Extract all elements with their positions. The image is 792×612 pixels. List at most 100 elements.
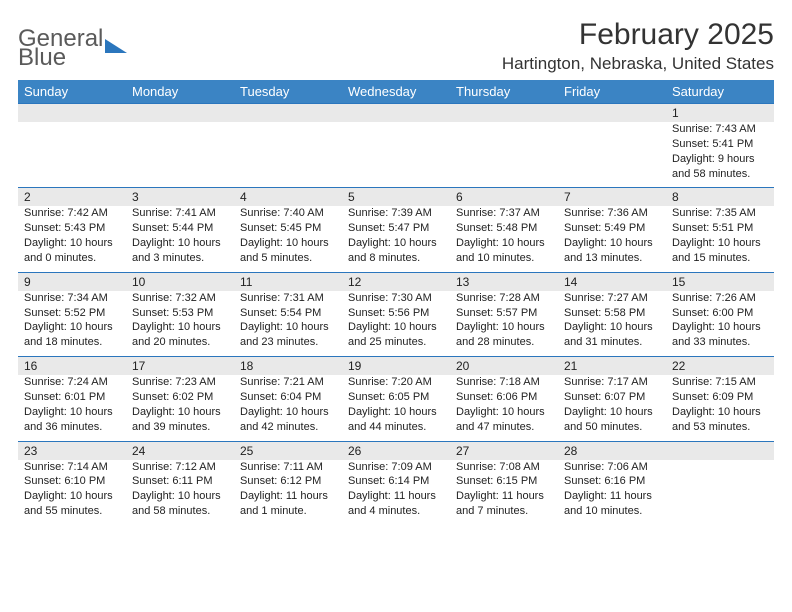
date-cell: 15 (666, 273, 774, 291)
day-content (558, 122, 666, 187)
sunset-text: Sunset: 5:54 PM (240, 306, 336, 321)
sunset-text: Sunset: 6:11 PM (132, 474, 228, 489)
date-cell: 20 (450, 357, 558, 375)
sunrise-text: Sunrise: 7:26 AM (672, 291, 768, 306)
content-row: Sunrise: 7:43 AMSunset: 5:41 PMDaylight:… (18, 122, 774, 187)
daylight-text: Daylight: 9 hours and 58 minutes. (672, 152, 768, 182)
date-cell: 24 (126, 442, 234, 460)
date-cell (126, 104, 234, 122)
daylight-text: Daylight: 11 hours and 10 minutes. (564, 489, 660, 519)
daylight-text: Daylight: 10 hours and 53 minutes. (672, 405, 768, 435)
sunrise-text: Sunrise: 7:23 AM (132, 375, 228, 390)
sunrise-text: Sunrise: 7:39 AM (348, 206, 444, 221)
sunset-text: Sunset: 6:04 PM (240, 390, 336, 405)
date-row: 1 (18, 104, 774, 122)
sunset-text: Sunset: 6:14 PM (348, 474, 444, 489)
day-content (342, 122, 450, 187)
day-content: Sunrise: 7:06 AMSunset: 6:16 PMDaylight:… (558, 460, 666, 525)
sunset-text: Sunset: 5:52 PM (24, 306, 120, 321)
daylight-text: Daylight: 10 hours and 23 minutes. (240, 320, 336, 350)
day-content: Sunrise: 7:39 AMSunset: 5:47 PMDaylight:… (342, 206, 450, 271)
daylight-text: Daylight: 10 hours and 42 minutes. (240, 405, 336, 435)
date-cell: 27 (450, 442, 558, 460)
sunset-text: Sunset: 5:56 PM (348, 306, 444, 321)
date-cell (234, 104, 342, 122)
day-content: Sunrise: 7:35 AMSunset: 5:51 PMDaylight:… (666, 206, 774, 271)
daylight-text: Daylight: 11 hours and 7 minutes. (456, 489, 552, 519)
day-content: Sunrise: 7:15 AMSunset: 6:09 PMDaylight:… (666, 375, 774, 440)
sunrise-text: Sunrise: 7:21 AM (240, 375, 336, 390)
logo: General Blue (18, 18, 127, 70)
sunrise-text: Sunrise: 7:06 AM (564, 460, 660, 475)
day-content (666, 460, 774, 525)
sunset-text: Sunset: 6:06 PM (456, 390, 552, 405)
date-cell: 3 (126, 188, 234, 206)
sunset-text: Sunset: 6:12 PM (240, 474, 336, 489)
content-row: Sunrise: 7:24 AMSunset: 6:01 PMDaylight:… (18, 375, 774, 440)
weekday-header-row: Sunday Monday Tuesday Wednesday Thursday… (18, 80, 774, 103)
calendar-grid: Sunday Monday Tuesday Wednesday Thursday… (18, 80, 774, 525)
sunrise-text: Sunrise: 7:14 AM (24, 460, 120, 475)
date-cell: 1 (666, 104, 774, 122)
date-cell: 13 (450, 273, 558, 291)
content-row: Sunrise: 7:42 AMSunset: 5:43 PMDaylight:… (18, 206, 774, 271)
sunset-text: Sunset: 5:47 PM (348, 221, 444, 236)
sunrise-text: Sunrise: 7:15 AM (672, 375, 768, 390)
date-cell (342, 104, 450, 122)
sunset-text: Sunset: 6:01 PM (24, 390, 120, 405)
date-cell: 28 (558, 442, 666, 460)
sunset-text: Sunset: 5:44 PM (132, 221, 228, 236)
sunset-text: Sunset: 6:16 PM (564, 474, 660, 489)
sunrise-text: Sunrise: 7:42 AM (24, 206, 120, 221)
day-content (234, 122, 342, 187)
date-cell: 2 (18, 188, 126, 206)
day-content (450, 122, 558, 187)
weekday-mon: Monday (126, 80, 234, 103)
day-content: Sunrise: 7:09 AMSunset: 6:14 PMDaylight:… (342, 460, 450, 525)
date-cell: 4 (234, 188, 342, 206)
logo-text-block: General Blue (18, 28, 103, 70)
day-content: Sunrise: 7:17 AMSunset: 6:07 PMDaylight:… (558, 375, 666, 440)
day-content: Sunrise: 7:37 AMSunset: 5:48 PMDaylight:… (450, 206, 558, 271)
sunset-text: Sunset: 5:58 PM (564, 306, 660, 321)
daylight-text: Daylight: 11 hours and 1 minute. (240, 489, 336, 519)
date-cell: 5 (342, 188, 450, 206)
sunrise-text: Sunrise: 7:41 AM (132, 206, 228, 221)
sunset-text: Sunset: 6:07 PM (564, 390, 660, 405)
content-row: Sunrise: 7:14 AMSunset: 6:10 PMDaylight:… (18, 460, 774, 525)
date-row: 232425262728 (18, 442, 774, 460)
daylight-text: Daylight: 10 hours and 15 minutes. (672, 236, 768, 266)
daylight-text: Daylight: 10 hours and 13 minutes. (564, 236, 660, 266)
date-row: 2345678 (18, 188, 774, 206)
day-content: Sunrise: 7:36 AMSunset: 5:49 PMDaylight:… (558, 206, 666, 271)
date-cell: 8 (666, 188, 774, 206)
daylight-text: Daylight: 10 hours and 39 minutes. (132, 405, 228, 435)
sunrise-text: Sunrise: 7:11 AM (240, 460, 336, 475)
weekday-fri: Friday (558, 80, 666, 103)
daylight-text: Daylight: 10 hours and 18 minutes. (24, 320, 120, 350)
location-label: Hartington, Nebraska, United States (502, 54, 774, 74)
day-content: Sunrise: 7:21 AMSunset: 6:04 PMDaylight:… (234, 375, 342, 440)
sunrise-text: Sunrise: 7:30 AM (348, 291, 444, 306)
weekday-wed: Wednesday (342, 80, 450, 103)
day-content: Sunrise: 7:12 AMSunset: 6:11 PMDaylight:… (126, 460, 234, 525)
daylight-text: Daylight: 10 hours and 8 minutes. (348, 236, 444, 266)
day-content: Sunrise: 7:41 AMSunset: 5:44 PMDaylight:… (126, 206, 234, 271)
week-row: 1Sunrise: 7:43 AMSunset: 5:41 PMDaylight… (18, 103, 774, 187)
sunrise-text: Sunrise: 7:20 AM (348, 375, 444, 390)
daylight-text: Daylight: 10 hours and 55 minutes. (24, 489, 120, 519)
daylight-text: Daylight: 11 hours and 4 minutes. (348, 489, 444, 519)
date-cell: 11 (234, 273, 342, 291)
date-cell: 26 (342, 442, 450, 460)
title-block: February 2025 Hartington, Nebraska, Unit… (502, 18, 774, 74)
sunrise-text: Sunrise: 7:17 AM (564, 375, 660, 390)
sunrise-text: Sunrise: 7:18 AM (456, 375, 552, 390)
day-content: Sunrise: 7:34 AMSunset: 5:52 PMDaylight:… (18, 291, 126, 356)
day-content (126, 122, 234, 187)
sunset-text: Sunset: 5:41 PM (672, 137, 768, 152)
sunset-text: Sunset: 5:49 PM (564, 221, 660, 236)
daylight-text: Daylight: 10 hours and 33 minutes. (672, 320, 768, 350)
sunrise-text: Sunrise: 7:27 AM (564, 291, 660, 306)
page-header: General Blue February 2025 Hartington, N… (18, 18, 774, 74)
day-content: Sunrise: 7:42 AMSunset: 5:43 PMDaylight:… (18, 206, 126, 271)
